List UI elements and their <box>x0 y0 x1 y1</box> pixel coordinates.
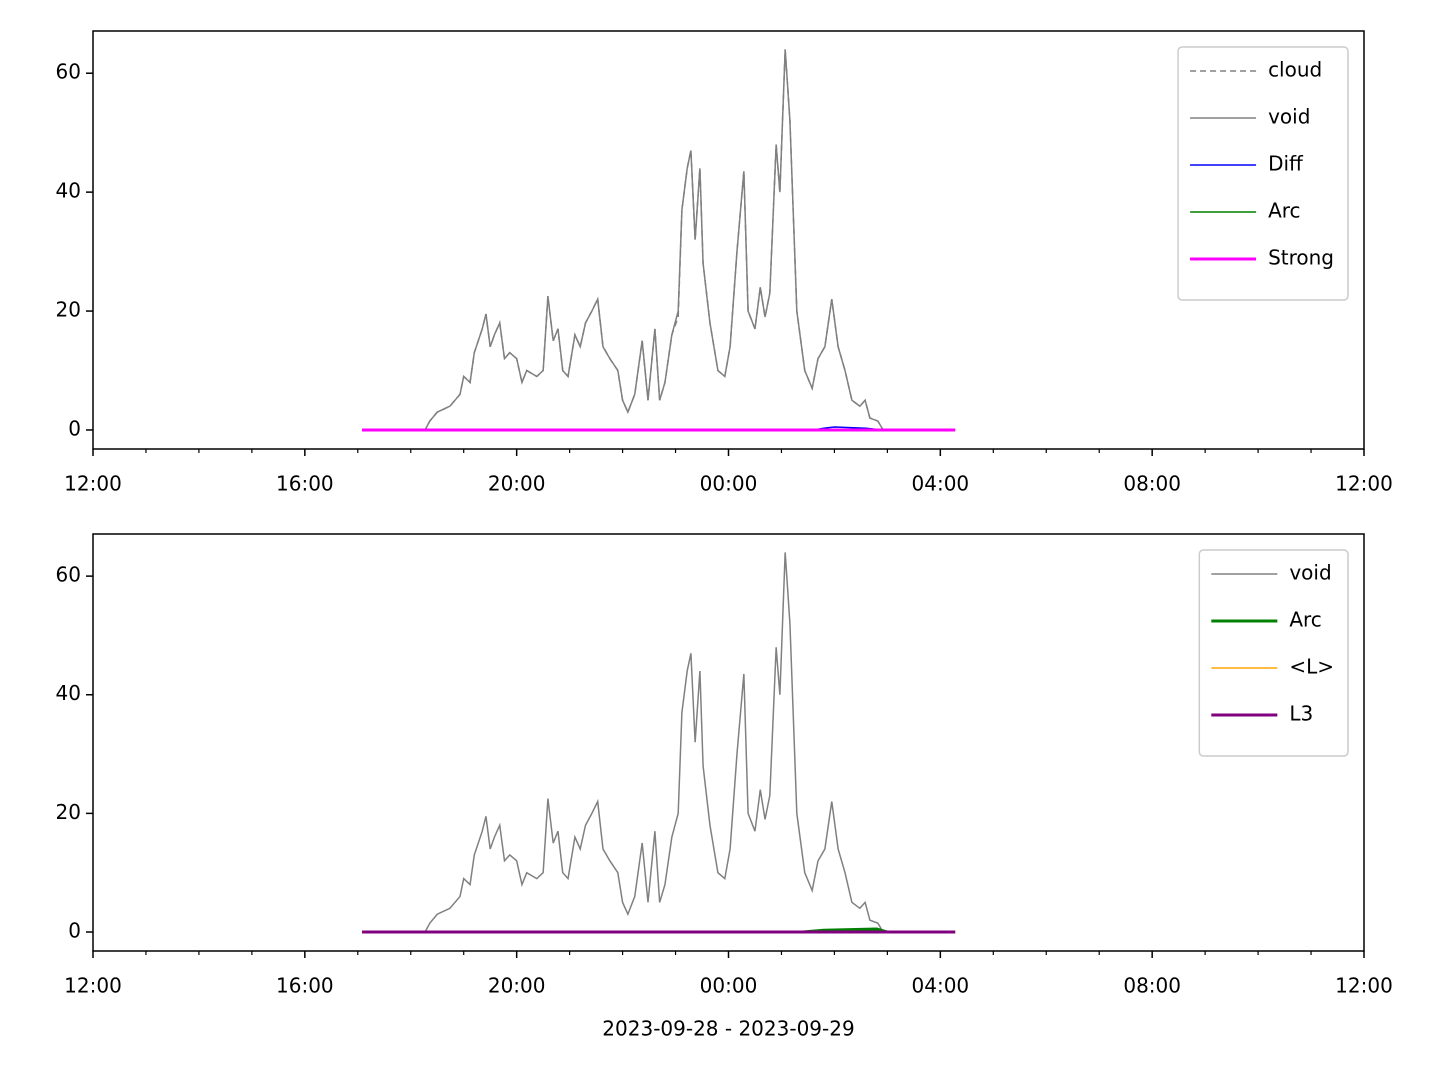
legend-frame <box>1198 549 1349 757</box>
y-tick-label: 20 <box>56 298 81 322</box>
x-tick-label: 12:00 <box>1335 472 1393 496</box>
y-tick-label: 40 <box>56 681 81 705</box>
y-tick-label: 0 <box>68 919 81 943</box>
y-tick-label: 20 <box>56 800 81 824</box>
x-tick-label: 08:00 <box>1123 974 1181 998</box>
x-tick-label: 12:00 <box>1335 974 1393 998</box>
legend-label: <L> <box>1289 655 1334 679</box>
legend-label: Strong <box>1268 246 1334 270</box>
x-tick-label: 20:00 <box>488 472 546 496</box>
axes-frame <box>92 533 1365 952</box>
x-tick-label: 16:00 <box>276 472 334 496</box>
legend-label: Arc <box>1289 608 1321 632</box>
x-tick-label: 04:00 <box>912 974 970 998</box>
y-tick-label: 0 <box>68 416 81 440</box>
x-tick-label: 12:00 <box>64 974 122 998</box>
series-line <box>362 552 956 933</box>
legend: void Arc <L> L3 <box>1198 549 1349 757</box>
legend-label: void <box>1268 105 1310 129</box>
series-line <box>362 49 956 431</box>
legend-label: cloud <box>1268 58 1322 82</box>
legend-label: L3 <box>1289 702 1313 726</box>
legend: cloud void Diff Arc Strong <box>1177 46 1349 301</box>
y-tick-label: 60 <box>56 563 81 587</box>
y-tick-label: 40 <box>56 179 81 203</box>
y-tick-label: 60 <box>56 60 81 84</box>
axes-frame <box>92 30 1365 450</box>
series-line <box>362 49 956 431</box>
x-tick-label: 20:00 <box>488 974 546 998</box>
x-tick-label: 00:00 <box>700 974 758 998</box>
axes: 0 20 40 60 12:00 16:00 20:00 00:00 04:00 08:00 12:… <box>56 533 1393 1041</box>
legend-label: void <box>1289 561 1331 585</box>
x-tick-label: 00:00 <box>700 472 758 496</box>
x-tick-label: 12:00 <box>64 472 122 496</box>
axes: 0 20 40 60 12:00 16:00 20:00 00:00 04:00 08:00 12:… <box>56 30 1393 496</box>
legend-label: Arc <box>1268 199 1300 223</box>
x-tick-label: 16:00 <box>276 974 334 998</box>
x-tick-label: 08:00 <box>1123 472 1181 496</box>
legend-label: Diff <box>1268 152 1304 176</box>
x-tick-label: 04:00 <box>912 472 970 496</box>
legend-frame <box>1177 46 1349 301</box>
x-axis-label: 2023-09-28 - 2023-09-29 <box>602 1017 854 1041</box>
